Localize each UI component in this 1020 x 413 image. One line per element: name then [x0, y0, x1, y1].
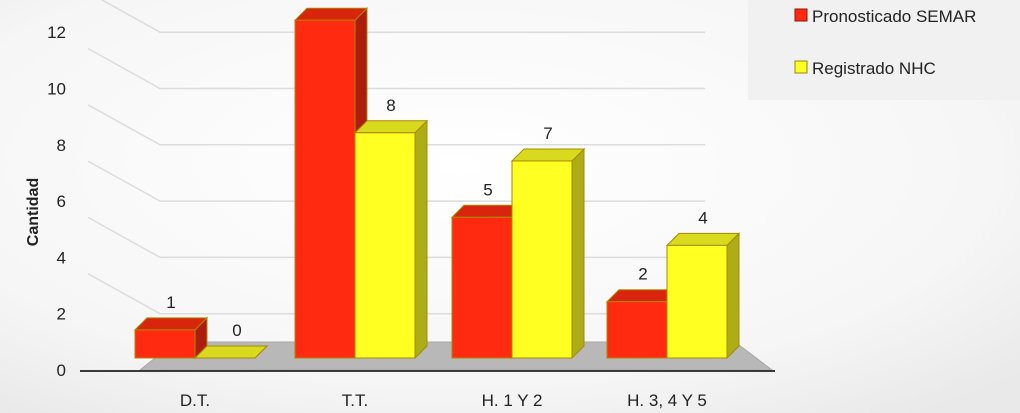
bar-nhc-4: [665, 232, 741, 360]
bar-side: [571, 147, 585, 360]
legend-box: [748, 0, 1020, 100]
y-tick-label: 6: [57, 192, 66, 211]
bar-top: [665, 232, 741, 246]
y-tick-label: 8: [57, 136, 66, 155]
bar-front: [511, 160, 573, 359]
bar-front: [606, 301, 668, 359]
bar-top: [293, 7, 369, 21]
y-axis-label: Cantidad: [25, 178, 42, 246]
legend-swatch: [794, 8, 808, 22]
legend-swatch: [794, 60, 808, 74]
data-label: 12: [322, 0, 341, 2]
bar-front: [451, 216, 513, 359]
y-tick-label: 10: [47, 80, 66, 99]
bar-side: [726, 232, 740, 360]
legend-label: Pronosticado SEMAR: [812, 7, 976, 26]
data-label: 2: [638, 265, 647, 284]
x-tick-label: T.T.: [342, 391, 368, 410]
gridline: [100, 0, 705, 33]
bar-top: [510, 148, 586, 162]
y-tick-label: 12: [47, 23, 66, 42]
bar-front: [354, 132, 416, 359]
x-tick-label: H. 1 Y 2: [482, 391, 543, 410]
gridline: [87, 47, 705, 90]
bar-front: [666, 244, 728, 359]
bar-nhc-3: [510, 147, 586, 360]
bar-side: [414, 119, 428, 360]
data-label: 4: [698, 208, 707, 227]
bar-semar-2: [293, 6, 369, 360]
bar-nhc-2: [353, 119, 429, 360]
data-label: 7: [543, 124, 552, 143]
data-label: 8: [386, 96, 395, 115]
bar-semar-1: [133, 316, 209, 360]
bar-front: [294, 19, 356, 359]
data-label: 0: [232, 321, 241, 340]
x-tick-label: H. 3, 4 Y 5: [627, 391, 707, 410]
bar-top: [353, 120, 429, 134]
bar-top: [193, 345, 269, 359]
legend-label: Registrado NHC: [812, 59, 936, 78]
x-tick-label: D.T.: [180, 391, 210, 410]
y-tick-label: 2: [57, 305, 66, 324]
y-tick-label: 0: [57, 361, 66, 380]
bar-top: [133, 317, 209, 331]
data-label: 5: [483, 180, 492, 199]
bar-nhc-1: [193, 345, 269, 359]
gridline: [87, 104, 705, 146]
bar-front: [134, 329, 196, 359]
data-label: 1: [166, 293, 175, 312]
y-tick-label: 4: [57, 248, 66, 267]
